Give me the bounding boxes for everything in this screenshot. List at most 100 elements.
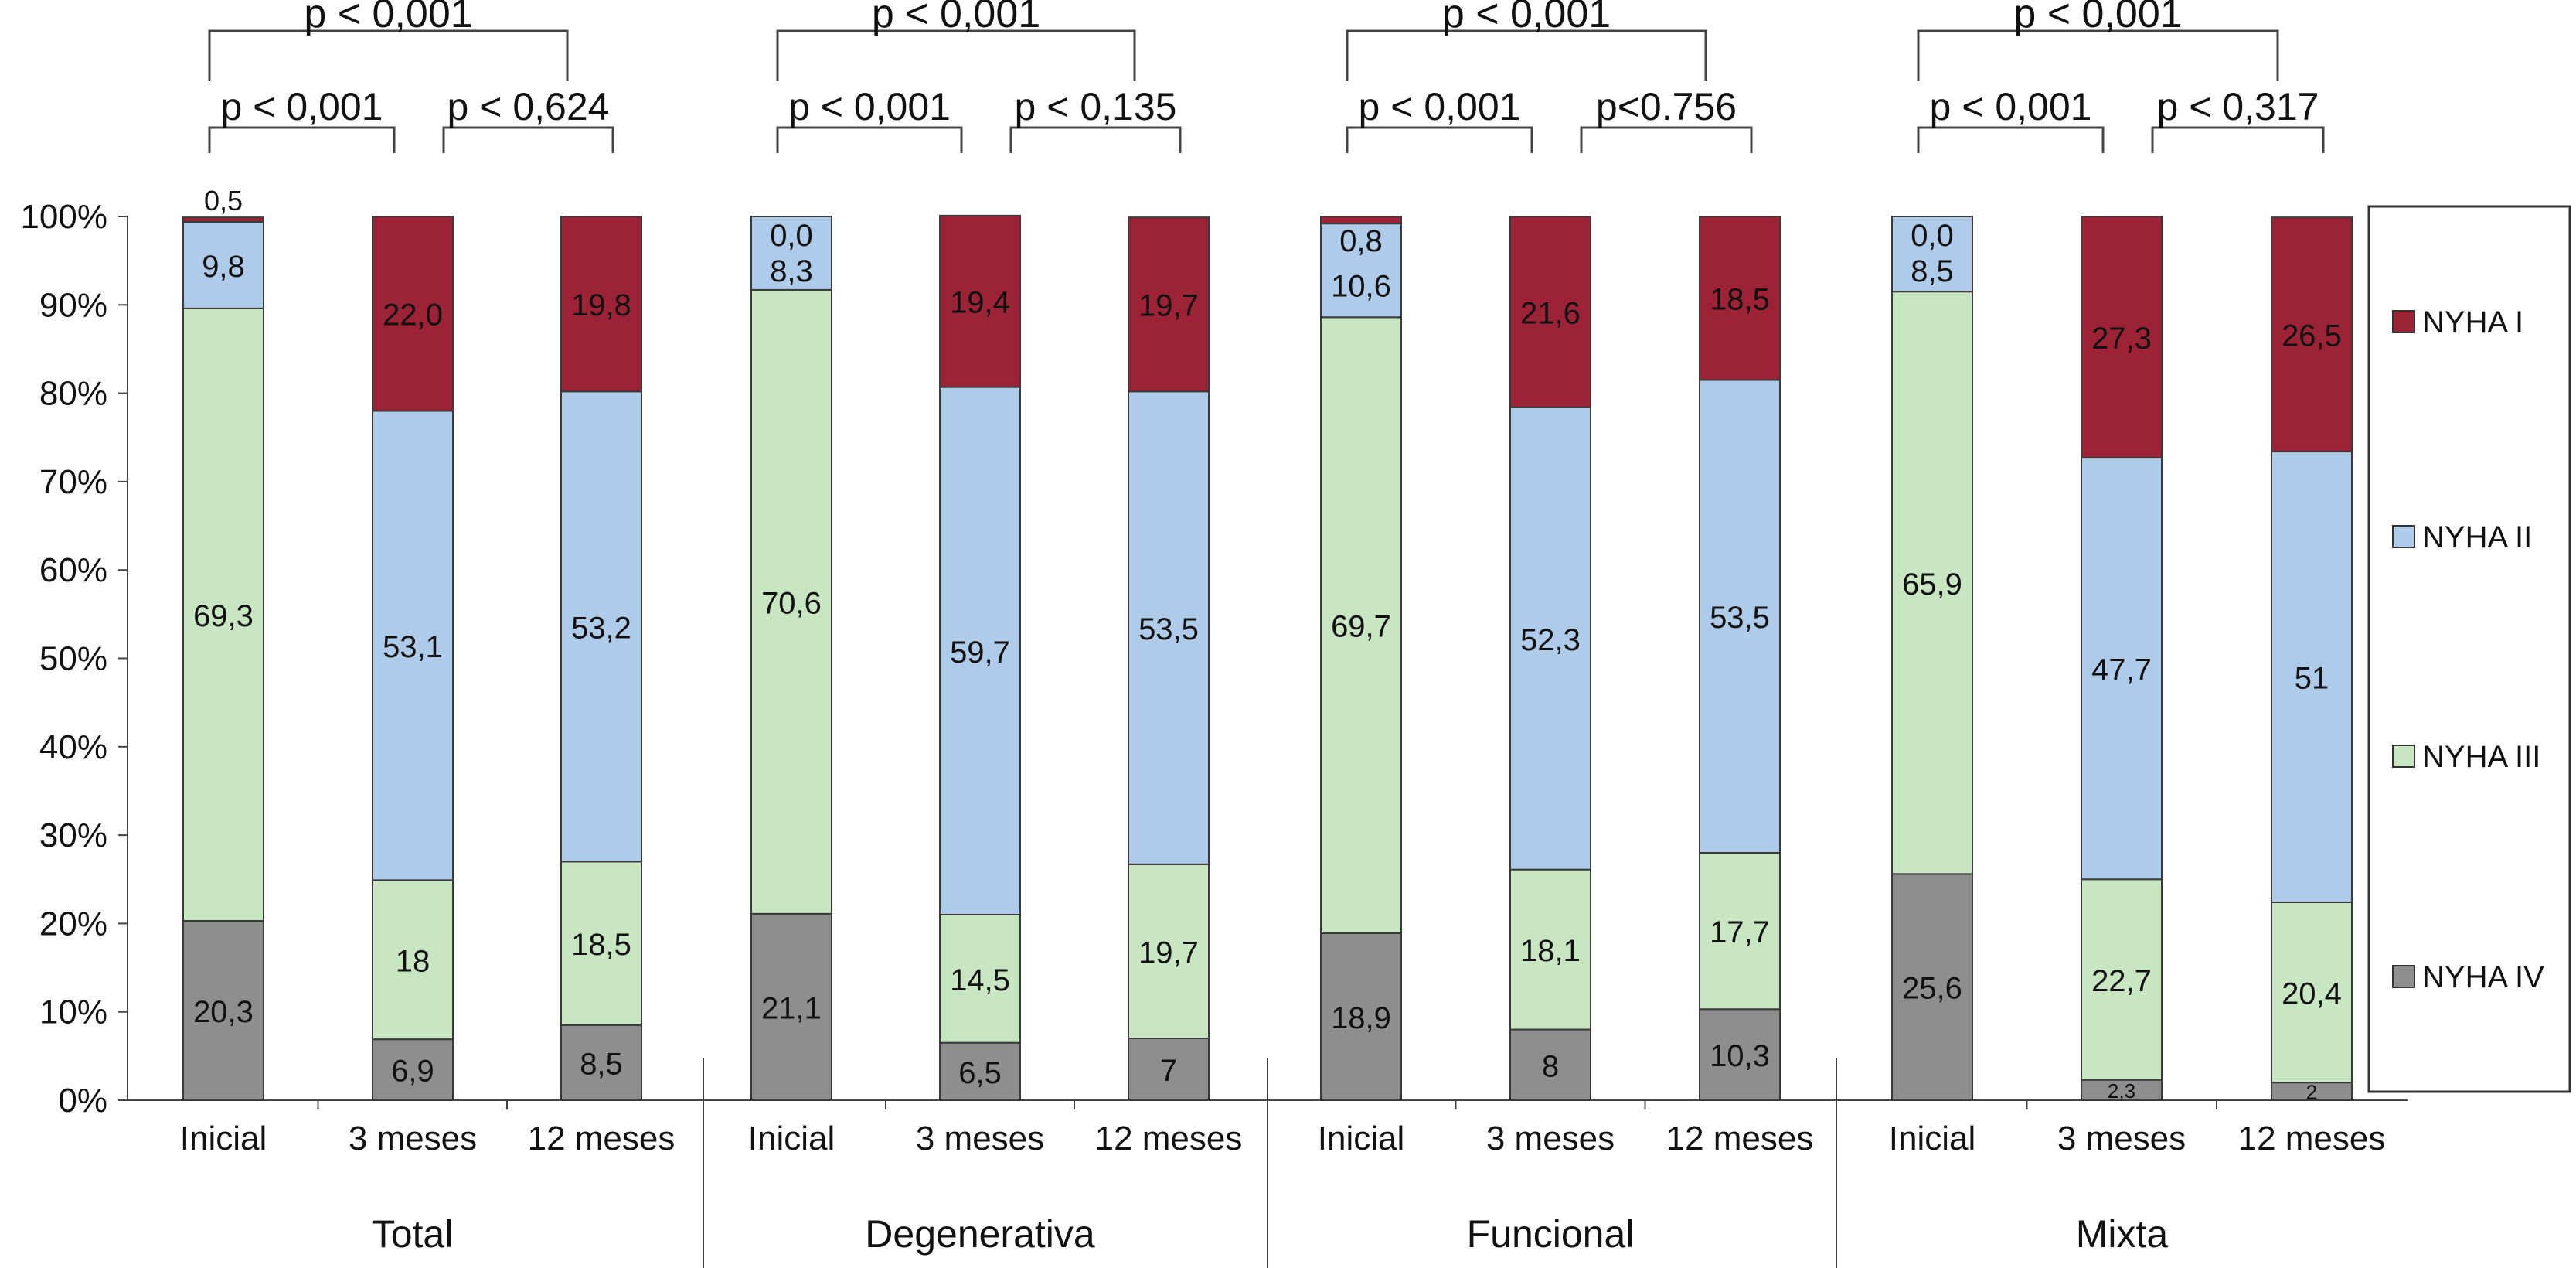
group-label: Degenerativa: [865, 1212, 1095, 1256]
bar-segment-iii: [1699, 851, 1781, 1011]
data-label-nyha-i: 27,3: [2091, 322, 2152, 356]
bar-segment-iii: [1128, 863, 1210, 1039]
y-tick-label: 80%: [39, 375, 107, 413]
bar-segment-iv: [560, 1024, 642, 1101]
legend-label: NYHA I: [2422, 305, 2523, 339]
x-category-label: Inicial: [1318, 1120, 1405, 1157]
data-label-nyha-iii: 69,3: [193, 599, 254, 633]
group-label: Mixta: [2076, 1212, 2169, 1256]
bar-segment-iii: [1509, 868, 1591, 1031]
legend-box: [2367, 205, 2571, 1093]
data-label-nyha-iv: 8,5: [580, 1047, 623, 1081]
bracket-top: [776, 29, 1136, 81]
data-label-nyha-iv: 20,3: [193, 995, 254, 1029]
data-label-nyha-iii: 18: [396, 944, 430, 978]
data-label-nyha-iv: 25,6: [1902, 972, 1962, 1006]
bracket-top: [1346, 29, 1707, 81]
bracket-p-value: p < 0,001: [304, 0, 472, 36]
bar-segment-iv: [1320, 932, 1402, 1102]
bar-segment-ii: [1699, 379, 1781, 854]
y-tick-label: 0%: [58, 1082, 107, 1120]
data-label-nyha-iv: 8: [1542, 1049, 1559, 1083]
bar-segment-iii: [1320, 316, 1402, 934]
significance-brackets: p < 0,001 p < 0,001 p < 0,624 p < 0,001 p < …: [208, 0, 2325, 153]
data-label-nyha-iii: 20,4: [2282, 977, 2342, 1011]
data-label-nyha-i: 0,0: [1911, 219, 1954, 253]
data-label-nyha-ii: 8,5: [1911, 254, 1954, 288]
bracket-p-value: p < 0,001: [788, 85, 951, 128]
bar-segment-ii: [1891, 216, 1973, 293]
bar-segment-iv: [1891, 873, 1973, 1101]
bar-segment-i: [1509, 216, 1591, 408]
data-label-nyha-iv: 18,9: [1331, 1001, 1391, 1035]
bracket-pair: [1346, 126, 1533, 153]
bar-segment-i: [560, 216, 642, 393]
bar-segment-i: [1320, 216, 1402, 225]
group-label: Total: [372, 1212, 454, 1256]
bar-segment-i: [1699, 216, 1781, 381]
data-label-nyha-ii: 52,3: [1520, 623, 1581, 657]
data-label-nyha-i: 19,8: [571, 288, 631, 322]
legend-swatch: [2392, 310, 2415, 333]
data-label-nyha-ii: 10,6: [1331, 270, 1391, 304]
data-label-nyha-iv: 6,5: [958, 1056, 1002, 1090]
data-label-nyha-iii: 18,1: [1520, 934, 1581, 968]
y-tick-label: 90%: [39, 286, 107, 324]
data-label-nyha-i: 26,5: [2282, 319, 2342, 353]
bar-segment-ii: [182, 220, 264, 309]
y-tick-label: 70%: [39, 463, 107, 501]
bar-segment-iv: [2081, 1079, 2163, 1102]
y-tick-label: 40%: [39, 728, 107, 766]
bracket-top: [208, 29, 569, 81]
data-label-nyha-iv: 6,9: [391, 1055, 434, 1089]
bracket-p-value: p < 0,001: [221, 85, 383, 128]
legend-label: NYHA II: [2422, 520, 2532, 554]
bar-segment-i: [939, 214, 1021, 388]
data-label-nyha-iv: 7: [1160, 1054, 1177, 1088]
legend-label: NYHA III: [2422, 740, 2540, 774]
y-tick-label: 50%: [39, 640, 107, 678]
data-label-nyha-ii: 8,3: [770, 254, 813, 288]
bars: 20,3 69,3 9,8 0,5 6,9 18 53,1 22,0 8,5 18,5 53,2 19…: [182, 185, 2353, 1104]
data-label-nyha-iii: 18,5: [571, 928, 631, 962]
data-label-nyha-i: 18,5: [1710, 283, 1770, 317]
bar-segment-ii: [750, 216, 832, 291]
bracket-p-value: p < 0,317: [2157, 85, 2319, 128]
bracket-p-value: p < 0,001: [2013, 0, 2182, 36]
bar-segment-iv: [372, 1038, 454, 1102]
data-label-nyha-iii: 19,7: [1138, 936, 1199, 970]
bar-segment-iv: [1128, 1037, 1210, 1101]
x-category-label: Inicial: [748, 1120, 835, 1157]
legend-label: NYHA IV: [2422, 960, 2544, 994]
y-tick-label: 10%: [39, 994, 107, 1031]
x-category-label: 12 meses: [2238, 1120, 2386, 1157]
x-category-label: Inicial: [1889, 1120, 1976, 1157]
bar-segment-i: [1128, 216, 1210, 393]
bar-segment-iv: [1699, 1008, 1781, 1101]
x-category-label: 3 meses: [916, 1120, 1044, 1157]
bar-segment-i: [2081, 216, 2163, 459]
bar-segment-iii: [372, 879, 454, 1041]
axes: 0% 10% 20% 30% 40% 50% 60% 70% 80% 90% 100% Inicial…: [20, 198, 2408, 1268]
bracket-p-value: p < 0,001: [1442, 0, 1611, 36]
bracket-pair: [1580, 126, 1753, 153]
x-category-label: 3 meses: [349, 1120, 477, 1157]
bracket-p-value: p < 0,001: [872, 0, 1040, 36]
y-tick-label: 60%: [39, 551, 107, 589]
data-label-nyha-ii: 59,7: [950, 636, 1010, 670]
bracket-p-value: p < 0,001: [1930, 85, 2092, 128]
bar-segment-ii: [372, 410, 454, 881]
data-label-nyha-ii: 53,5: [1138, 612, 1199, 646]
data-label-nyha-ii: 51: [2295, 662, 2329, 696]
bar-segment-iv: [1509, 1028, 1591, 1102]
bracket-p-value: p < 0,001: [1359, 85, 1521, 128]
bracket-pair: [776, 126, 963, 153]
legend-swatch: [2392, 745, 2415, 768]
data-label-nyha-iii: 69,7: [1331, 610, 1391, 644]
data-label-nyha-ii: 47,7: [2091, 653, 2152, 687]
data-label-nyha-ii: 9,8: [202, 250, 245, 284]
legend-swatch: [2392, 965, 2415, 988]
legend-swatch: [2392, 525, 2415, 548]
data-label-nyha-i: 19,7: [1138, 289, 1199, 323]
y-tick-label: 20%: [39, 905, 107, 942]
